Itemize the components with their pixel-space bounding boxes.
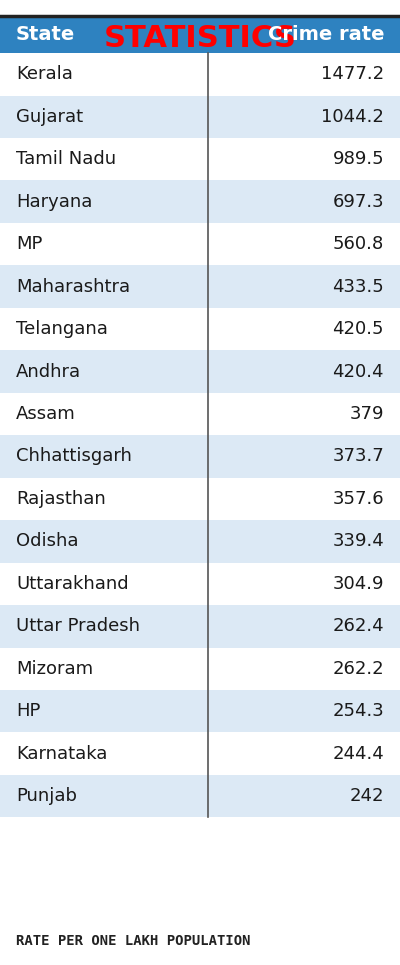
FancyBboxPatch shape bbox=[0, 478, 400, 520]
Text: 560.8: 560.8 bbox=[333, 235, 384, 253]
Text: 242: 242 bbox=[350, 787, 384, 805]
Text: Assam: Assam bbox=[16, 405, 76, 423]
FancyBboxPatch shape bbox=[0, 690, 400, 732]
FancyBboxPatch shape bbox=[0, 138, 400, 180]
FancyBboxPatch shape bbox=[0, 96, 400, 138]
Text: 1044.2: 1044.2 bbox=[321, 108, 384, 125]
Text: 1477.2: 1477.2 bbox=[321, 66, 384, 83]
FancyBboxPatch shape bbox=[0, 223, 400, 265]
Text: 254.3: 254.3 bbox=[332, 703, 384, 720]
FancyBboxPatch shape bbox=[0, 180, 400, 223]
FancyBboxPatch shape bbox=[0, 53, 400, 96]
Text: Crime rate: Crime rate bbox=[268, 25, 384, 44]
Text: Karnataka: Karnataka bbox=[16, 745, 107, 762]
Text: 357.6: 357.6 bbox=[332, 490, 384, 508]
Text: 989.5: 989.5 bbox=[332, 151, 384, 168]
Text: 373.7: 373.7 bbox=[332, 448, 384, 465]
FancyBboxPatch shape bbox=[0, 775, 400, 817]
Text: 420.4: 420.4 bbox=[332, 363, 384, 380]
FancyBboxPatch shape bbox=[0, 435, 400, 478]
Text: State: State bbox=[16, 25, 75, 44]
Text: 244.4: 244.4 bbox=[332, 745, 384, 762]
Text: RATE PER ONE LAKH POPULATION: RATE PER ONE LAKH POPULATION bbox=[16, 933, 250, 948]
Text: MP: MP bbox=[16, 235, 42, 253]
FancyBboxPatch shape bbox=[0, 520, 400, 563]
Text: Uttarakhand: Uttarakhand bbox=[16, 575, 129, 593]
Text: 304.9: 304.9 bbox=[332, 575, 384, 593]
FancyBboxPatch shape bbox=[0, 265, 400, 308]
Text: Odisha: Odisha bbox=[16, 533, 78, 550]
FancyBboxPatch shape bbox=[0, 16, 400, 53]
Text: Tamil Nadu: Tamil Nadu bbox=[16, 151, 116, 168]
Text: 379: 379 bbox=[350, 405, 384, 423]
Text: 262.4: 262.4 bbox=[332, 618, 384, 635]
FancyBboxPatch shape bbox=[0, 350, 400, 393]
Text: 420.5: 420.5 bbox=[332, 320, 384, 338]
FancyBboxPatch shape bbox=[0, 732, 400, 775]
Text: STATISTICS: STATISTICS bbox=[104, 24, 296, 53]
Text: HP: HP bbox=[16, 703, 40, 720]
Text: 262.2: 262.2 bbox=[332, 660, 384, 677]
Text: Andhra: Andhra bbox=[16, 363, 81, 380]
Text: Chhattisgarh: Chhattisgarh bbox=[16, 448, 132, 465]
FancyBboxPatch shape bbox=[0, 605, 400, 648]
Text: Rajasthan: Rajasthan bbox=[16, 490, 106, 508]
Text: Punjab: Punjab bbox=[16, 787, 77, 805]
Text: Kerala: Kerala bbox=[16, 66, 73, 83]
Text: Haryana: Haryana bbox=[16, 193, 92, 210]
Text: 339.4: 339.4 bbox=[332, 533, 384, 550]
FancyBboxPatch shape bbox=[0, 393, 400, 435]
Text: Gujarat: Gujarat bbox=[16, 108, 83, 125]
FancyBboxPatch shape bbox=[0, 563, 400, 605]
FancyBboxPatch shape bbox=[0, 308, 400, 350]
Text: 433.5: 433.5 bbox=[332, 278, 384, 295]
FancyBboxPatch shape bbox=[0, 648, 400, 690]
Text: Uttar Pradesh: Uttar Pradesh bbox=[16, 618, 140, 635]
Text: Telangana: Telangana bbox=[16, 320, 108, 338]
Text: Maharashtra: Maharashtra bbox=[16, 278, 130, 295]
Text: 697.3: 697.3 bbox=[332, 193, 384, 210]
Text: Mizoram: Mizoram bbox=[16, 660, 93, 677]
